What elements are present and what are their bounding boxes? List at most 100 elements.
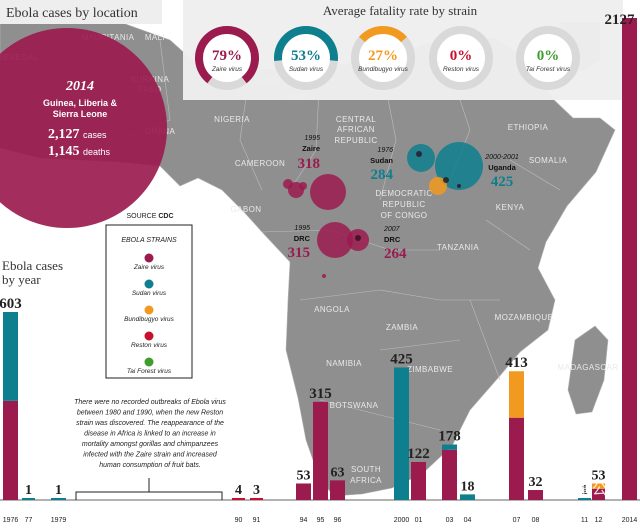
year-value-label: 178 — [438, 429, 461, 445]
year-tick-label: 11 — [581, 517, 588, 524]
country-label: AFRICA — [350, 476, 382, 485]
donut-arc — [195, 26, 259, 84]
year-bar-segment — [330, 480, 345, 500]
donut-strain-name: Reston virus — [443, 66, 480, 73]
donut-percent: 79% — [212, 48, 242, 64]
year-value-label: 63 — [331, 465, 345, 480]
country-label: KENYA — [496, 203, 525, 212]
callout-year: 2007 — [383, 226, 401, 233]
location-bubble — [457, 184, 461, 188]
year-bar-segment — [250, 498, 263, 500]
location-bubble — [429, 177, 447, 195]
donut-strain-name: Tai Forest virus — [526, 66, 571, 73]
year-bar-segment — [3, 400, 18, 500]
country-label: DEMOCRATIC — [375, 189, 432, 198]
country-label: AFRICAN — [337, 125, 375, 134]
donut-arc — [274, 26, 338, 62]
year-bar-segment — [232, 498, 245, 500]
legend-label: Reston virus — [131, 342, 168, 349]
year-bar-segment — [411, 461, 426, 500]
fatality-donut: 27% Bundibugyo virus — [351, 26, 415, 90]
year-value-label: 122 — [407, 446, 430, 462]
country-label: MADAGASCAR — [558, 363, 619, 372]
country-label: OF CONGO — [381, 211, 428, 220]
location-bubble — [322, 274, 326, 278]
year-tick-label: 95 — [317, 517, 325, 524]
year-bar-segment — [592, 488, 605, 500]
bubble-2014 — [0, 28, 167, 228]
year-tick-label: 2014 — [622, 517, 638, 524]
year-tick-label: 1976 — [3, 517, 19, 524]
callout-place: Uganda — [488, 163, 516, 172]
year-bar-segment — [313, 401, 328, 500]
strain-legend-title: EBOLA STRAINS — [121, 237, 177, 244]
country-label: TANZANIA — [437, 243, 479, 252]
year-tick-label: 77 — [25, 517, 33, 524]
year-tick-label: 03 — [446, 517, 454, 524]
callout-value: 264 — [384, 246, 407, 262]
donut-percent: 0% — [450, 48, 473, 64]
bubble-2014-cases: 2,127 cases — [48, 127, 107, 142]
country-label: CAMEROON — [235, 159, 285, 168]
callout-place: DRC — [294, 234, 311, 243]
callout-year: 1995 — [294, 225, 310, 232]
year-bar-segment — [296, 483, 311, 500]
year-value-label: 413 — [505, 355, 528, 371]
fatality-title: Average fatality rate by strain — [323, 3, 478, 18]
note-line: between 1980 and 1990, when the new Rest… — [77, 410, 223, 417]
legend-dot — [144, 357, 154, 367]
year-value-label: 3 — [253, 483, 260, 498]
year-tick-label: 07 — [513, 517, 521, 524]
country-label: CENTRAL — [336, 115, 376, 124]
year-value-label: 1 — [25, 483, 32, 498]
year-bar-segment — [442, 449, 457, 500]
donut-percent: 53% — [291, 48, 321, 64]
source-label: SOURCE CDC — [126, 213, 173, 220]
note-line: There were no recorded outbreaks of Ebol… — [74, 399, 226, 406]
fatality-donut: 0% Tai Forest virus — [516, 26, 580, 90]
year-bar-segment — [442, 444, 457, 450]
donut-strain-name: Bundibugyo virus — [358, 66, 409, 73]
year-value-label: 4 — [235, 483, 242, 498]
location-title-bg — [0, 0, 162, 24]
location-bubble — [317, 222, 353, 258]
year-value-label: 603 — [0, 296, 22, 312]
year-bar-segment — [22, 498, 35, 500]
location-bubble — [283, 179, 293, 189]
year-bar-segment — [509, 417, 524, 500]
callout-place: Zaire — [302, 144, 320, 153]
year-value-label: 53 — [297, 468, 311, 483]
bubble-2014-place-2: Sierra Leone — [53, 109, 108, 119]
year-value-label: 315 — [309, 386, 332, 402]
country-label: MOZAMBIQUE — [495, 313, 554, 322]
bubble-2014-deaths: 1,145 deaths — [48, 144, 111, 159]
callout-value: 284 — [371, 167, 394, 183]
country-label: ZAMBIA — [386, 323, 418, 332]
year-tick-label: 2000 — [394, 517, 410, 524]
year-tick-label: 90 — [235, 517, 243, 524]
country-label: ANGOLA — [314, 305, 350, 314]
callout-place: DRC — [384, 235, 401, 244]
year-bar-segment — [394, 367, 409, 500]
note-line: human consumption of fruit bats. — [99, 462, 201, 469]
country-label: MALI — [145, 33, 165, 42]
country-label: GABON — [231, 205, 262, 214]
year-title-line1: Ebola cases — [2, 258, 63, 273]
year-tick-label: 08 — [532, 517, 540, 524]
year-bar-segment — [51, 498, 66, 500]
donut-percent: 27% — [368, 48, 398, 64]
year-bar-segment — [592, 483, 605, 489]
donut-arc — [358, 26, 408, 43]
location-bubble — [355, 235, 361, 241]
fatality-donut: 0% Reston virus — [429, 26, 493, 90]
year-bar-segment — [460, 494, 475, 500]
location-bubble — [443, 177, 449, 183]
callout-place: Sudan — [370, 156, 393, 165]
location-bubble — [416, 151, 422, 157]
year-bar-segment — [622, 18, 637, 500]
year-bar-segment — [509, 371, 524, 418]
callout-value: 315 — [288, 245, 311, 261]
donut-strain-name: Zaire virus — [211, 66, 243, 73]
country-label: SOUTH — [351, 465, 381, 474]
country-label: REPUBLIC — [334, 136, 377, 145]
